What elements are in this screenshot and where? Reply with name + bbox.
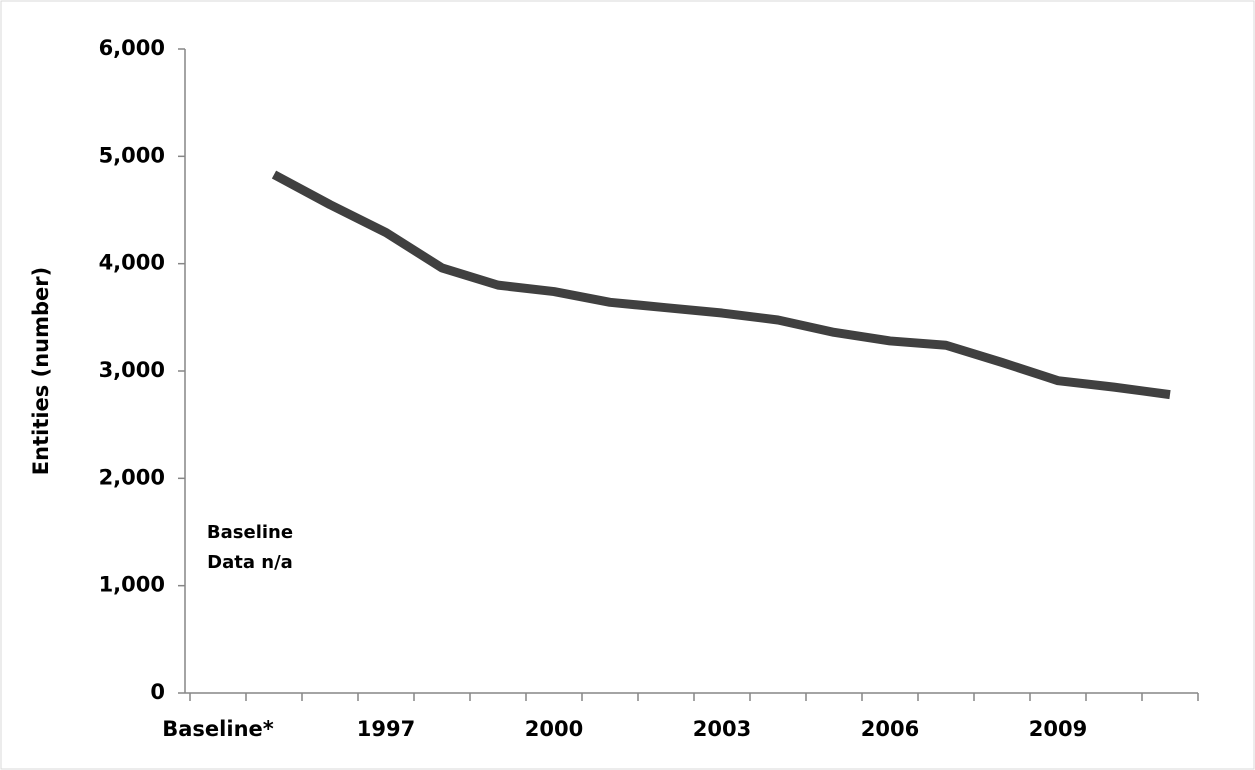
- y-tick-label: 3,000: [99, 358, 165, 382]
- annotation: Data n/a: [207, 552, 293, 573]
- x-tick-label: 2009: [1029, 717, 1087, 741]
- y-tick-label: 1,000: [99, 573, 165, 597]
- y-axis-label: Entities (number): [29, 267, 53, 475]
- x-tick-label: Baseline*: [162, 717, 274, 741]
- y-tick-label: 5,000: [99, 143, 165, 167]
- x-tick-label: 2006: [861, 717, 919, 741]
- y-tick-label: 4,000: [99, 251, 165, 275]
- line: [271, 170, 1171, 400]
- annotation: Baseline: [207, 522, 293, 543]
- x-tick-label: 2000: [525, 717, 583, 741]
- x-tick-label: 2003: [693, 717, 751, 741]
- y-tick-label: 6,000: [99, 36, 165, 60]
- x-tick-label: 1997: [357, 717, 415, 741]
- y-tick-label: 2,000: [99, 465, 165, 489]
- y-tick-label: 0: [150, 680, 165, 704]
